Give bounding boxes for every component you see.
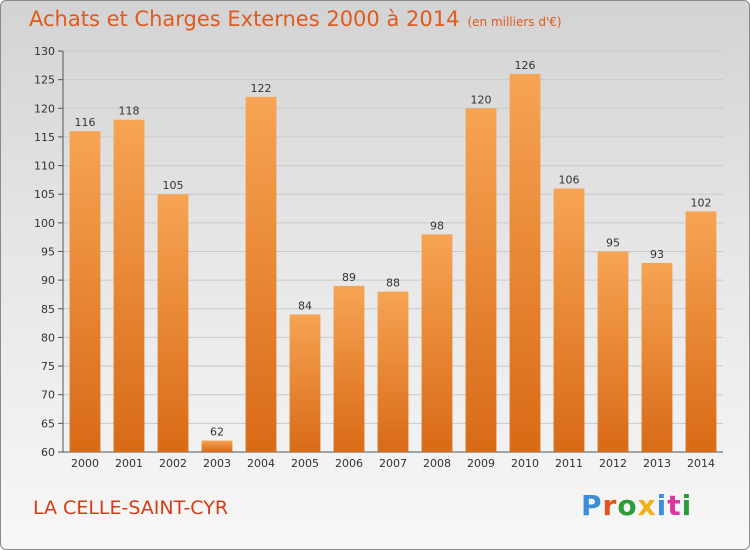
- x-tick-label: 2012: [599, 457, 627, 470]
- bar-value-label: 89: [342, 271, 356, 284]
- x-tick-label: 2006: [335, 457, 363, 470]
- x-tick-label: 2007: [379, 457, 407, 470]
- bar-value-label: 95: [606, 237, 620, 250]
- y-tick-label: 75: [41, 360, 55, 373]
- bar: [69, 131, 101, 452]
- y-tick-label: 100: [34, 217, 55, 230]
- bar: [201, 440, 233, 452]
- x-tick-label: 2003: [203, 457, 231, 470]
- bar: [113, 119, 145, 452]
- bar: [597, 251, 629, 452]
- bar-value-label: 88: [386, 277, 400, 290]
- bar: [333, 285, 365, 452]
- bar-value-label: 98: [430, 219, 444, 232]
- bar-value-label: 102: [691, 196, 712, 209]
- city-name: LA CELLE-SAINT-CYR: [33, 497, 229, 519]
- bar-value-label: 105: [163, 179, 184, 192]
- x-tick-label: 2008: [423, 457, 451, 470]
- x-axis-ticks: 2000 2001 2002 2003 2004 2005 2006 2007 2008 2009…: [71, 457, 715, 470]
- y-tick-label: 80: [41, 331, 55, 344]
- y-tick-label: 125: [34, 74, 55, 87]
- x-tick-label: 2009: [467, 457, 495, 470]
- x-tick-label: 2010: [511, 457, 539, 470]
- y-tick-label: 60: [41, 446, 55, 459]
- x-tick-label: 2000: [71, 457, 99, 470]
- bar: [509, 73, 541, 453]
- x-tick-label: 2002: [159, 457, 187, 470]
- y-tick-label: 90: [41, 274, 55, 287]
- bar-value-label: 62: [210, 426, 224, 439]
- bar-value-label: 116: [75, 116, 96, 129]
- title-main: Achats et Charges Externes 2000 à 2014: [29, 7, 460, 31]
- x-tick-label: 2013: [643, 457, 671, 470]
- y-tick-label: 110: [34, 160, 55, 173]
- bar-value-label: 126: [515, 59, 536, 72]
- bar-value-label: 122: [251, 82, 272, 95]
- bar-value-label: 93: [650, 248, 664, 261]
- x-tick-label: 2005: [291, 457, 319, 470]
- bar: [465, 108, 497, 453]
- bar-value-label: 106: [559, 173, 580, 186]
- x-tick-label: 2011: [555, 457, 583, 470]
- bar: [421, 234, 453, 452]
- y-tick-label: 115: [34, 131, 55, 144]
- bar-value-label: 120: [471, 93, 492, 106]
- x-tick-label: 2004: [247, 457, 275, 470]
- y-axis-ticks: 60 65 70 75 80 85 90 95 100 105 110 115 120 125 130: [34, 45, 63, 459]
- bar: [553, 188, 585, 452]
- x-tick-label: 2014: [687, 457, 715, 470]
- bar: [685, 211, 717, 452]
- bars: 116 118 105 62 122 84 89 88 98 120 126 106 95 93 102: [69, 59, 717, 453]
- chart-title: Achats et Charges Externes 2000 à 2014 (e…: [29, 7, 562, 31]
- y-tick-label: 70: [41, 389, 55, 402]
- title-unit: (en milliers d'€): [467, 15, 562, 29]
- y-tick-label: 85: [41, 303, 55, 316]
- y-tick-label: 120: [34, 102, 55, 115]
- y-tick-label: 95: [41, 246, 55, 259]
- bar: [157, 194, 189, 452]
- bar-value-label: 84: [298, 300, 312, 313]
- bar: [289, 314, 321, 452]
- y-tick-label: 105: [34, 188, 55, 201]
- bar: [245, 96, 277, 452]
- x-tick-label: 2001: [115, 457, 143, 470]
- proxiti-logo: Proxiti: [581, 489, 693, 522]
- bar: [377, 291, 409, 452]
- y-tick-label: 130: [34, 45, 55, 58]
- bar-value-label: 118: [119, 105, 140, 118]
- bar: [641, 262, 673, 452]
- y-tick-label: 65: [41, 417, 55, 430]
